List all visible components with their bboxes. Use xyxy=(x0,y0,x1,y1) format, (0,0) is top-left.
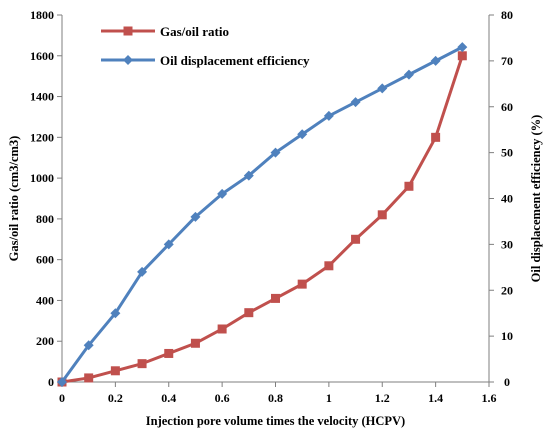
gas-oil-ratio-point xyxy=(164,348,174,358)
right-y-tick-label: 70 xyxy=(501,54,513,68)
right-y-tick-label: 80 xyxy=(501,8,513,22)
oil-displacement-efficiency-point xyxy=(190,211,201,222)
gas-oil-ratio-point xyxy=(404,181,414,191)
left-y-tick-label: 400 xyxy=(36,293,54,307)
right-y-axis-label: Oil displacement efficiency (%) xyxy=(529,115,543,283)
oil-displacement-efficiency-point xyxy=(457,42,468,53)
left-y-tick-label: 0 xyxy=(48,375,54,389)
series-line xyxy=(61,55,464,384)
gas-oil-ratio-point xyxy=(110,366,120,376)
left-y-tick-label: 1000 xyxy=(30,171,54,185)
gas-oil-ratio-point xyxy=(351,234,361,244)
x-tick-label: 1.2 xyxy=(375,391,390,405)
right-y-tick-label: 10 xyxy=(501,329,513,343)
right-y-tick-label: 20 xyxy=(501,283,513,297)
oil-displacement-efficiency-point xyxy=(83,340,94,351)
series-oil-displacement-efficiency xyxy=(57,42,468,387)
x-tick-label: 0.4 xyxy=(161,391,176,405)
legend: Gas/oil ratio Oil displacement efficiency xyxy=(101,24,310,68)
series-gas-oil-ratio xyxy=(57,51,467,387)
x-tick-label: 1 xyxy=(326,391,332,405)
legend-marker xyxy=(123,26,133,36)
oil-displacement-efficiency-point xyxy=(350,97,361,108)
oil-displacement-efficiency-point xyxy=(297,129,308,140)
x-axis-label: Injection pore volume times the velocity… xyxy=(146,414,405,428)
x-tick-label: 0 xyxy=(59,391,65,405)
oil-displacement-efficiency-point xyxy=(377,83,388,94)
oil-displacement-efficiency-point xyxy=(217,188,228,199)
oil-displacement-efficiency-point xyxy=(323,110,334,121)
legend-label: Oil displacement efficiency xyxy=(160,53,310,68)
oil-displacement-efficiency-point xyxy=(403,69,414,80)
left-y-axis-label: Gas/oil ratio (cm3/cm3) xyxy=(7,136,21,262)
x-tick-label: 1.6 xyxy=(482,391,497,405)
gas-oil-ratio-point xyxy=(324,261,334,271)
gas-oil-ratio-point xyxy=(84,373,94,383)
oil-displacement-efficiency-point xyxy=(137,266,148,277)
x-tick-label: 0.6 xyxy=(215,391,230,405)
gas-oil-ratio-point xyxy=(244,308,254,318)
gas-oil-ratio-point xyxy=(431,132,441,142)
left-y-tick-label: 1600 xyxy=(30,49,54,63)
left-y-tick-label: 200 xyxy=(36,334,54,348)
gas-oil-ratio-point xyxy=(137,359,147,369)
series-line xyxy=(60,45,464,383)
left-y-tick-label: 800 xyxy=(36,212,54,226)
oil-displacement-efficiency-point xyxy=(243,170,254,181)
left-y-tick-label: 1800 xyxy=(30,8,54,22)
left-y-tick-label: 600 xyxy=(36,253,54,267)
gas-oil-ratio-point xyxy=(217,324,227,334)
series-layer xyxy=(57,42,468,387)
right-y-tick-label: 30 xyxy=(501,237,513,251)
gas-oil-ratio-point xyxy=(457,51,467,61)
oil-displacement-efficiency-point xyxy=(430,55,441,66)
gas-oil-ratio-point xyxy=(190,338,200,348)
x-tick-label: 1.4 xyxy=(428,391,443,405)
x-tick-label: 0.2 xyxy=(108,391,123,405)
gas-oil-ratio-point xyxy=(377,210,387,220)
left-y-tick-label: 1200 xyxy=(30,130,54,144)
oil-displacement-efficiency-point xyxy=(57,377,67,387)
right-y-tick-label: 40 xyxy=(501,192,513,206)
right-y-tick-label: 0 xyxy=(504,375,510,389)
right-y-tick-label: 60 xyxy=(501,100,513,114)
axes: 0 0.2 0.4 0.6 0.8 1 1.2 1.4 1.602004006008001000… xyxy=(30,8,513,405)
oil-displacement-efficiency-point xyxy=(270,147,281,158)
gas-oil-ratio-point xyxy=(297,279,307,289)
gas-oil-ratio-point xyxy=(271,293,280,303)
right-y-tick-label: 50 xyxy=(501,146,513,160)
legend-marker xyxy=(123,55,133,65)
legend-label: Gas/oil ratio xyxy=(160,24,229,39)
left-y-tick-label: 1400 xyxy=(30,90,54,104)
x-tick-label: 0.8 xyxy=(268,391,283,405)
oil-displacement-efficiency-point xyxy=(110,308,121,319)
oil-displacement-efficiency-point xyxy=(163,239,174,250)
